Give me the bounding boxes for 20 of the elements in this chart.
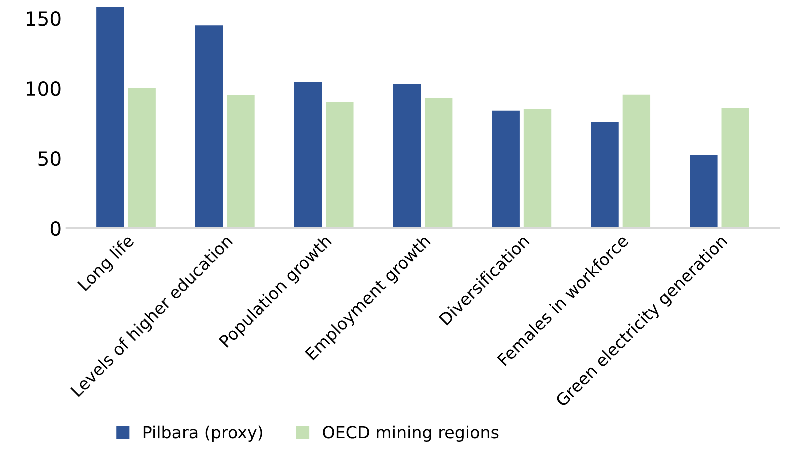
y-tick-label: 50 [38,151,61,166]
legend-label: Pilbara (proxy) [144,426,262,442]
y-tick-label: 150 [27,12,61,26]
legend-label: OECD mining regions [323,426,499,442]
bar [524,110,552,228]
y-tick-label: 100 [27,82,61,96]
bar [722,108,750,228]
bar [128,88,156,228]
bar [591,122,619,228]
bar [227,96,255,228]
bar [326,102,354,228]
bar [424,98,453,228]
bar [96,7,124,228]
bar [492,110,520,228]
bar [690,155,718,228]
bar [195,26,224,228]
bar [393,84,422,228]
y-tick-label: 0 [50,221,61,236]
bar [622,94,651,228]
bar [294,82,322,228]
